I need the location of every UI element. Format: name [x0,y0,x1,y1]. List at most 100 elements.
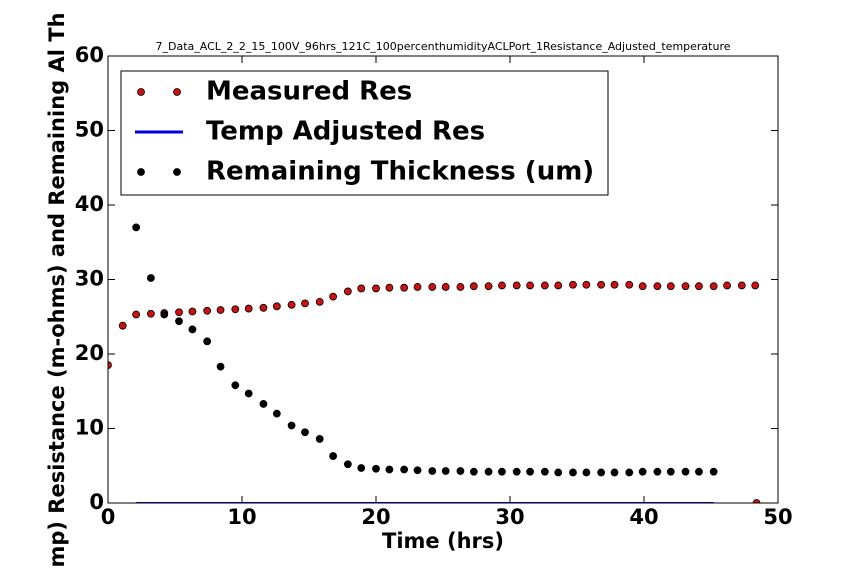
x-tick-label: 40 [629,505,658,529]
data-point [610,468,619,477]
y-tick-label: 40 [75,192,104,216]
data-point [385,465,394,474]
data-point [428,283,437,291]
data-point [653,282,662,291]
chart-title: 7_Data_ACL_2_2_15_100V_96hrs_121C_100per… [155,40,730,53]
data-point [315,435,324,443]
data-point [441,467,450,475]
data-point [709,282,718,291]
y-tick-label: 60 [75,43,104,67]
data-point [569,280,577,289]
data-point [343,460,352,469]
data-point [554,468,563,477]
data-point [400,465,409,474]
data-point [160,310,169,319]
data-point [372,284,380,293]
data-point [469,282,478,291]
data-point [216,362,225,371]
data-point [666,282,675,291]
legend-label: Measured Res [206,77,412,107]
data-point [301,428,309,437]
data-point [469,467,478,476]
data-point [695,467,703,476]
data-point [597,468,606,477]
x-axis-label: Time (hrs) [382,529,504,553]
data-point [695,282,703,291]
y-tick-label: 10 [75,416,104,440]
data-point [146,309,155,318]
data-point [456,283,465,291]
plot-area [108,223,761,503]
data-point [175,308,183,317]
data-point [681,467,690,476]
data-point [554,281,563,290]
data-point [259,303,268,312]
legend-box [120,70,609,196]
x-tick-label: 50 [763,505,792,529]
legend-label: Remaining Thickness (um) [206,157,594,187]
data-point [329,452,338,460]
data-point [287,421,296,430]
data-point [244,304,253,313]
legend: Measured Res Temp Adjusted Res Remaining T… [120,70,609,196]
data-point [357,464,366,472]
data-point [751,281,760,290]
x-tick-label: 20 [361,505,390,529]
data-point [723,281,731,290]
data-point [287,300,296,309]
data-point [681,282,690,291]
data-point [301,299,309,308]
data-point [428,467,437,475]
y-tick-label: 20 [75,341,104,365]
data-point [666,467,675,476]
data-point [146,274,155,282]
data-point [498,467,506,476]
data-point [272,409,281,418]
data-point [540,281,549,290]
y-tick-label: 30 [75,267,104,291]
data-point [441,283,450,291]
data-point [569,468,577,477]
data-point [385,283,394,292]
y-tick-label: 0 [89,490,104,514]
legend-swatch [137,88,145,96]
data-point [203,306,212,315]
legend-swatch [173,88,181,96]
data-point [456,467,465,475]
data-point [329,292,338,301]
data-point [203,337,212,346]
data-point [400,283,409,292]
data-point [752,499,761,503]
legend-swatch [137,168,145,176]
data-point [372,464,380,473]
data-point [175,317,183,326]
data-point [216,306,225,314]
data-point [259,400,268,408]
data-point [231,381,240,390]
data-point [132,310,141,319]
data-point [413,466,422,475]
data-point [231,305,240,314]
data-point [597,280,606,289]
data-point [188,325,197,334]
data-point [244,389,253,398]
data-point [540,467,549,476]
data-point [498,281,506,290]
x-tick-label: 10 [227,505,256,529]
data-point [315,297,324,306]
data-point [625,468,634,477]
legend-swatch [173,168,181,176]
data-point [188,307,197,316]
data-point [343,287,352,296]
data-point [610,280,619,289]
data-point [413,283,422,291]
data-point [638,282,647,291]
data-point [118,321,127,330]
data-point [484,467,493,476]
x-tick-label: 0 [101,505,116,529]
data-point [526,281,534,290]
ticks: 0 10 20 30 40 50 0 10 20 30 40 50 60 [75,43,793,529]
data-point [357,284,366,293]
data-point [272,302,281,311]
